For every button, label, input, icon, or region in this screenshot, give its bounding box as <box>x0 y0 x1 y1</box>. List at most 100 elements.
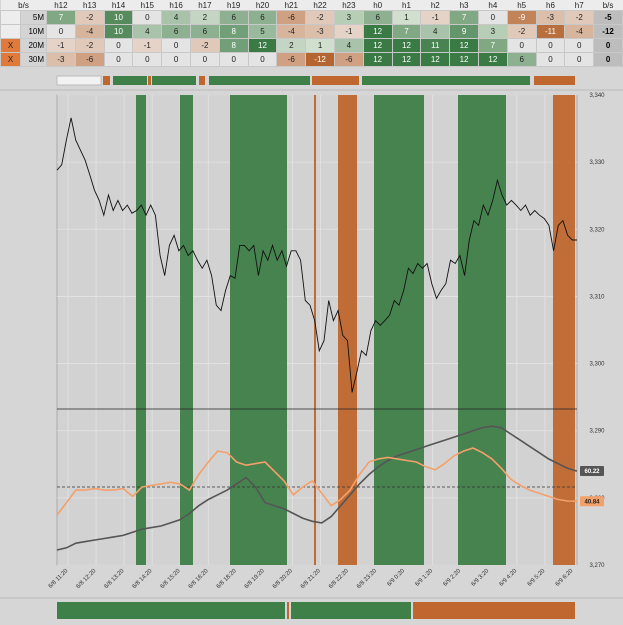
header-cell: h21 <box>276 0 306 11</box>
header-cell: h3 <box>449 0 479 11</box>
table-row: 5M 7 -2 10 0 4 2 6 6 -6 -2 3 6 1 -1 7 0 -9 -3 -2 -5 <box>0 10 623 25</box>
y-tick-label: 3,300 <box>589 362 605 368</box>
signal-strip <box>56 75 575 86</box>
score-cell: 0 <box>190 52 220 67</box>
table-row: X 30M -3 -6 0 0 0 0 0 0 -6 -12 -6 12 12 12 12 12 6 0 0 0 <box>0 52 623 67</box>
score-cell: 12 <box>449 52 479 67</box>
score-cell: 4 <box>420 24 451 39</box>
score-cell: 0 <box>103 38 134 53</box>
score-cell: -2 <box>305 10 335 25</box>
score-cell: -3 <box>535 10 566 25</box>
row-label: 30M <box>19 52 48 67</box>
score-cell: -11 <box>535 24 566 39</box>
score-cell: -1 <box>420 10 451 25</box>
flag-cell: X <box>0 38 21 53</box>
score-cell: 0 <box>132 10 163 25</box>
score-cell: 1 <box>305 38 335 53</box>
score-cell: 6 <box>362 10 393 25</box>
y-tick-label: 3,320 <box>589 227 605 233</box>
header-cell: h13 <box>75 0 105 11</box>
score-cell: 0 <box>247 52 278 67</box>
score-cell: 1 <box>391 10 422 25</box>
header-cell: h14 <box>104 0 133 11</box>
score-cell: -4 <box>74 24 105 39</box>
score-cell: 0 <box>161 38 191 53</box>
score-cell: 9 <box>449 24 479 39</box>
score-cell: -2 <box>190 38 220 53</box>
header-cell: h1 <box>392 0 421 11</box>
score-cell: 0 <box>161 52 191 67</box>
score-cell: -2 <box>506 24 537 39</box>
score-cell: -1 <box>46 38 76 53</box>
total-cell: 0 <box>593 52 623 67</box>
score-cell: 0 <box>132 52 163 67</box>
table-row: 10M 0 -4 10 4 6 6 8 5 -4 -3 -1 12 7 4 9 3 -2 -11 -4 -12 <box>0 24 623 39</box>
score-cell: 0 <box>564 38 595 53</box>
score-cell: -3 <box>46 52 76 67</box>
header-cell: h0 <box>363 0 393 11</box>
score-cell: -4 <box>564 24 595 39</box>
score-cell: 6 <box>247 10 278 25</box>
score-cell: -2 <box>74 10 105 25</box>
score-cell: 4 <box>161 10 191 25</box>
score-cell: 10 <box>103 10 134 25</box>
row-label: 20M <box>19 38 48 53</box>
score-cell: -6 <box>333 52 364 67</box>
score-cell: 12 <box>362 52 393 67</box>
score-cell: -4 <box>276 24 307 39</box>
score-cell: -1 <box>333 24 364 39</box>
line <box>56 425 578 551</box>
header-cell: b/s <box>593 0 623 11</box>
line <box>56 447 578 516</box>
header-cell: h6 <box>536 0 565 11</box>
score-cell: -6 <box>276 10 307 25</box>
marks <box>56 117 578 551</box>
table-row: X 20M -1 -2 0 -1 0 -2 8 12 2 1 4 12 12 11 12 7 0 0 0 0 <box>0 38 623 53</box>
score-cell: 4 <box>132 24 163 39</box>
score-cell: 3 <box>477 24 508 39</box>
header-cell: h19 <box>219 0 249 11</box>
row-label: 10M <box>19 24 48 39</box>
score-cell: 11 <box>420 38 451 53</box>
total-cell: -12 <box>593 24 623 39</box>
score-cell: 0 <box>564 52 595 67</box>
y-tick-label: 3,340 <box>589 93 605 99</box>
score-cell: -1 <box>132 38 163 53</box>
score-cell: 5 <box>247 24 278 39</box>
header-cell: b/s <box>0 0 47 11</box>
score-cell: 0 <box>218 52 249 67</box>
total-cell: -5 <box>593 10 623 25</box>
score-cell: 12 <box>449 38 479 53</box>
score-cell: 0 <box>535 38 566 53</box>
y-tick-label: 3,290 <box>589 429 605 435</box>
score-cell: 8 <box>218 38 249 53</box>
score-cell: -12 <box>305 52 335 67</box>
score-cell: 7 <box>449 10 479 25</box>
score-cell: 3 <box>333 10 364 25</box>
header-cell: h17 <box>190 0 220 11</box>
score-cell: 4 <box>333 38 364 53</box>
score-cell: 7 <box>391 24 422 39</box>
header-cell: h20 <box>248 0 277 11</box>
score-cell: 6 <box>190 24 220 39</box>
score-cell: 12 <box>362 38 393 53</box>
flag-cell <box>0 24 21 39</box>
header-cell: h23 <box>334 0 364 11</box>
row-label: 5M <box>19 10 48 25</box>
score-cell: 6 <box>506 52 537 67</box>
score-cell: 10 <box>103 24 134 39</box>
score-cell: -9 <box>506 10 537 25</box>
value-label-box <box>580 466 604 477</box>
flag-cell: X <box>0 52 21 67</box>
score-cell: 6 <box>218 10 249 25</box>
score-cell: 0 <box>103 52 134 67</box>
y-tick-label: 3,270 <box>589 563 605 569</box>
summary-strip <box>57 602 575 619</box>
total-cell: 0 <box>593 38 623 53</box>
score-cell: 0 <box>535 52 566 67</box>
header-cell: h12 <box>46 0 76 11</box>
y-tick-label: 3,310 <box>589 294 605 300</box>
header-cell: h4 <box>478 0 508 11</box>
